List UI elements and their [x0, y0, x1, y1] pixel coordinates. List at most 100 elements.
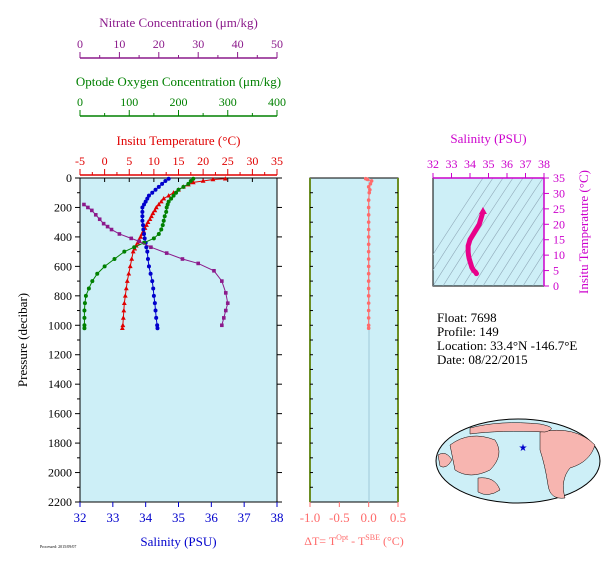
dt-point	[367, 190, 372, 195]
delta-t-series	[363, 176, 374, 331]
ts-point	[475, 225, 480, 230]
ts-x-tick-label: 34	[464, 157, 476, 171]
nitrate-point	[137, 239, 141, 244]
temperature-point	[161, 196, 167, 201]
ts-point	[469, 234, 474, 239]
dt-point	[366, 326, 371, 331]
nitrate-point	[93, 213, 98, 217]
ts-point	[473, 228, 478, 233]
ts-point	[477, 222, 482, 227]
dt-point	[366, 264, 371, 269]
nitrate-point	[97, 217, 102, 222]
oxygen-point	[159, 227, 164, 232]
ts-point	[466, 243, 471, 248]
top-axis-title: Nitrate Concentration (μm/kg)	[99, 15, 258, 30]
salinity-point	[160, 181, 165, 186]
oxygen-point	[95, 271, 100, 276]
dt-point	[366, 205, 371, 210]
ts-point	[469, 265, 474, 270]
salinity-point	[142, 202, 147, 207]
dt-point	[368, 182, 373, 186]
dt-point	[366, 257, 371, 261]
dt-point	[366, 271, 371, 276]
nitrate-point	[149, 245, 153, 250]
bottom-axis-tick-label: 32	[74, 510, 87, 525]
density-contour	[433, 178, 484, 255]
ts-title: Salinity (PSU)	[450, 131, 526, 146]
main-profile-plot: 0200400600800100012001400160018002000220…	[15, 15, 286, 549]
top-axis-tick-label: 30	[246, 154, 258, 168]
salinity-point	[148, 271, 153, 276]
dt-x-tick-label: 0.5	[390, 510, 406, 525]
info-float: Float: 7698	[437, 310, 497, 325]
ts-x-tick-label: 35	[483, 157, 495, 171]
salinity-point	[156, 184, 161, 189]
ts-point	[468, 259, 472, 264]
dt-point	[366, 286, 371, 291]
oxygen-point	[161, 218, 166, 223]
temperature-point	[127, 263, 133, 269]
ts-y-tick-label: 30	[553, 186, 565, 200]
nitrate-point	[117, 232, 122, 236]
dt-x-tick-label: -1.0	[300, 510, 321, 525]
top-axis-tick-label: -5	[75, 154, 85, 168]
temperature-point	[158, 198, 164, 204]
ts-y-tick-label: 20	[553, 217, 565, 231]
top-axis-tick-label: 30	[192, 37, 204, 51]
temperature-point	[144, 222, 149, 227]
temperature-point	[210, 176, 216, 182]
ts-y-tick-label: 35	[553, 171, 565, 185]
ts-x-tick-label: 38	[538, 157, 550, 171]
density-contour	[462, 178, 534, 286]
top-axis-tick-label: 20	[197, 154, 209, 168]
map-land-asia	[449, 435, 500, 476]
bottom-axis-tick-label: 36	[205, 510, 219, 525]
nitrate-point	[82, 202, 86, 207]
temperature-point	[123, 285, 129, 291]
temperature-point	[156, 201, 162, 207]
ts-x-tick-label: 32	[427, 157, 439, 171]
top-axis-title: Insitu Temperature (°C)	[117, 133, 241, 148]
bottom-axis-tick-label: 34	[139, 510, 153, 525]
salinity-point	[155, 323, 160, 328]
nitrate-point	[220, 279, 224, 283]
top-axis-tick-label: 100	[120, 95, 138, 109]
ts-y-tick-label: 5	[553, 264, 559, 278]
salinity-point	[140, 214, 145, 219]
ts-surface-marker	[478, 206, 487, 214]
top-axis-tick-label: 20	[153, 37, 165, 51]
dt-point	[366, 242, 371, 247]
y-tick-label: 400	[54, 230, 72, 244]
world-map: ★	[435, 418, 601, 504]
y-tick-label: 1600	[48, 407, 72, 421]
oxygen-point	[164, 209, 169, 214]
oxygen-point	[90, 279, 95, 284]
temperature-point	[130, 249, 136, 254]
footnote: Processed: 2015/09/07	[40, 544, 76, 549]
salinity-point	[152, 301, 157, 306]
y-axis-label: Pressure (decibar)	[15, 293, 30, 387]
oxygen-point	[181, 184, 186, 189]
temperature-point	[126, 271, 132, 276]
salinity-point	[150, 190, 155, 195]
temperature-point	[121, 300, 127, 305]
density-contour	[512, 236, 544, 286]
oxygen-point	[188, 178, 193, 183]
temperature-point	[138, 234, 143, 239]
oxygen-point	[176, 187, 181, 192]
density-contour	[433, 178, 494, 271]
oxygen-point	[171, 193, 176, 198]
top-axis-tick-label: 40	[232, 37, 244, 51]
temperature-point	[145, 219, 151, 224]
salinity-point	[142, 236, 147, 241]
ts-y-tick-label: 0	[553, 279, 559, 293]
delta-t-plot-area	[309, 177, 399, 503]
main-plot-area	[79, 177, 278, 503]
y-tick-label: 1800	[48, 436, 72, 450]
nitrate-point	[225, 301, 230, 305]
temperature-point	[166, 193, 172, 198]
bottom-axis-tick-label: 38	[271, 510, 284, 525]
top-axis-tick-label: 300	[219, 95, 237, 109]
salinity-point	[140, 218, 145, 223]
